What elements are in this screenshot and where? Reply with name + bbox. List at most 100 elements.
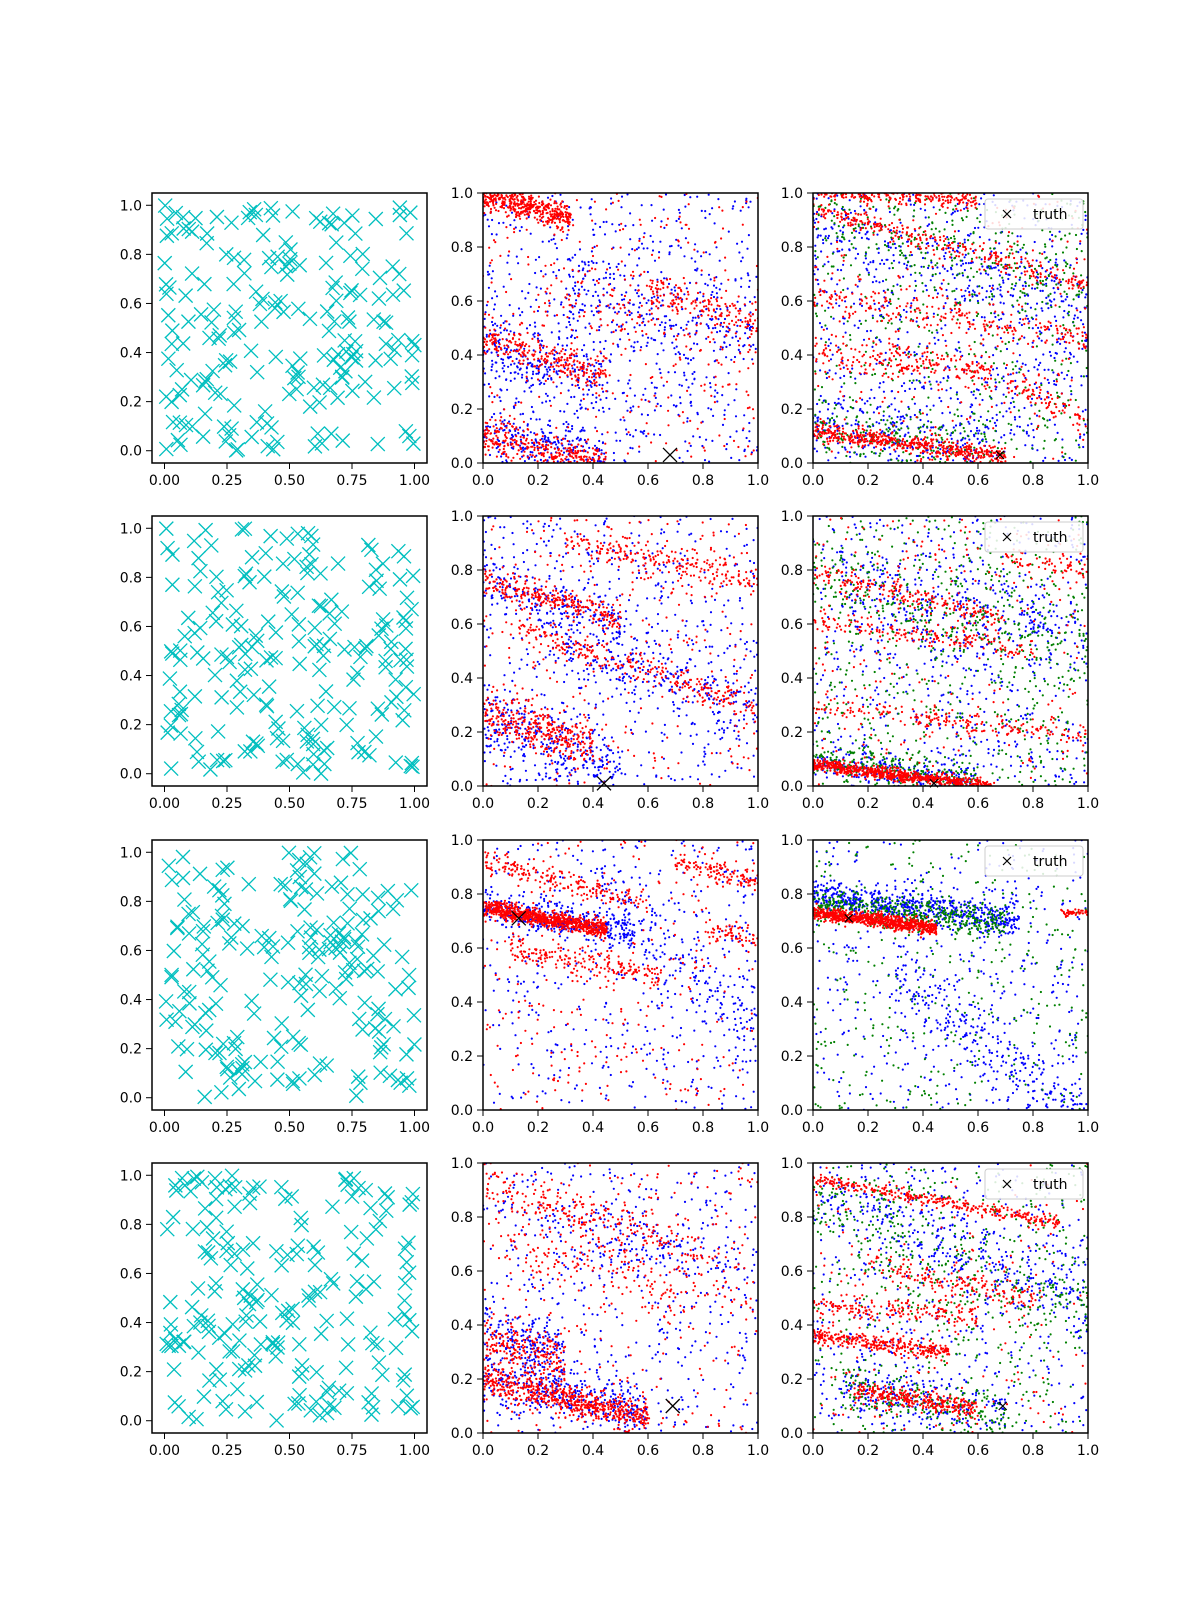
sample-marker [400, 660, 414, 674]
sample-marker [349, 1290, 363, 1304]
sample-marker [333, 991, 347, 1005]
y-tick-label: 1.0 [781, 186, 803, 202]
y-tick-label: 0.4 [120, 1316, 142, 1332]
sample-marker [218, 1182, 232, 1196]
sample-marker [345, 283, 359, 297]
sample-marker [292, 634, 306, 648]
sample-marker [226, 1317, 240, 1331]
x-tick-label: 0.8 [1022, 1443, 1044, 1459]
sample-marker [197, 277, 211, 291]
sample-marker [253, 297, 267, 311]
sample-marker [317, 639, 331, 653]
sample-marker [220, 650, 234, 664]
sample-marker [171, 433, 185, 447]
y-tick-label: 0.6 [120, 943, 142, 959]
y-tick-label: 1.0 [120, 521, 142, 537]
sample-marker [254, 315, 268, 329]
sample-marker [198, 1201, 212, 1215]
sample-marker [274, 1180, 288, 1194]
sample-marker [250, 415, 264, 429]
sample-marker [196, 651, 210, 665]
sample-marker [260, 653, 274, 667]
sample-marker [310, 886, 324, 900]
x-tick-label: 0.4 [582, 796, 604, 812]
axes-frame [813, 840, 1088, 1110]
sample-marker [329, 236, 343, 250]
sample-marker [245, 550, 259, 564]
sample-marker [406, 1187, 420, 1201]
x-tick-label: 1.0 [1077, 796, 1099, 812]
sample-marker [372, 1356, 386, 1370]
x-tick-label: 0.2 [857, 473, 879, 489]
sample-marker [337, 643, 351, 657]
sample-marker [158, 199, 172, 213]
x-tick-label: 0.8 [1022, 473, 1044, 489]
x-tick-label: 0.0 [802, 1120, 824, 1136]
sample-marker [352, 1012, 366, 1026]
sample-marker [395, 950, 409, 964]
sample-marker [248, 1074, 262, 1088]
y-tick-label: 0.8 [120, 247, 142, 263]
subplot-r1-c1: 0.00 0.25 0.50 0.75 1.000.00.20.40.60.81.0 [120, 193, 430, 489]
sample-marker [356, 247, 370, 261]
sample-marker [224, 1258, 238, 1272]
sample-marker [263, 973, 277, 987]
sample-marker [371, 702, 385, 716]
sample-marker [292, 853, 306, 867]
subplot-r2-c2: 0.0 0.2 0.4 0.6 0.8 1.00.00.20.40.60.81.0 [451, 509, 769, 812]
sample-marker [343, 249, 357, 263]
y-tick-label: 0.0 [120, 767, 142, 783]
sample-marker [291, 302, 305, 316]
y-tick-label: 0.4 [781, 671, 803, 687]
x-tick-label: 1.0 [747, 1443, 769, 1459]
sample-marker [389, 756, 403, 770]
sample-marker [192, 755, 206, 769]
x-tick-label: 0.2 [857, 1443, 879, 1459]
x-tick-label: 1.00 [399, 473, 430, 489]
sample-marker [203, 762, 217, 776]
sample-marker [186, 962, 200, 976]
sample-marker [392, 267, 406, 281]
sample-marker [399, 642, 413, 656]
x-tick-label: 0.4 [912, 1443, 934, 1459]
sample-marker [339, 1361, 353, 1375]
x-tick-label: 0.4 [582, 1120, 604, 1136]
sample-marker [211, 916, 225, 930]
sample-marker [341, 916, 355, 930]
x-tick-label: 0.4 [912, 1120, 934, 1136]
x-tick-label: 1.0 [747, 473, 769, 489]
legend: truth [985, 1169, 1083, 1199]
x-tick-label: 0.0 [472, 1120, 494, 1136]
series-blue-points [482, 193, 758, 464]
y-tick-label: 0.8 [781, 240, 803, 256]
sample-marker [161, 308, 175, 322]
sample-marker [302, 547, 316, 561]
sample-marker [290, 863, 304, 877]
sample-marker [379, 316, 393, 330]
sample-marker [235, 522, 249, 536]
sample-marker [164, 762, 178, 776]
sample-marker [353, 1076, 367, 1090]
axes-frame [483, 840, 758, 1110]
sample-marker [283, 892, 297, 906]
sample-marker [319, 684, 333, 698]
sample-marker [308, 621, 322, 635]
sample-marker [373, 271, 387, 285]
sample-marker [207, 303, 221, 317]
sample-marker [191, 1281, 205, 1295]
y-tick-label: 0.0 [451, 779, 473, 795]
sample-marker [327, 1401, 341, 1415]
sample-marker [166, 1210, 180, 1224]
sample-marker [254, 1055, 268, 1069]
sample-marker [160, 1222, 174, 1236]
sample-marker [247, 688, 261, 702]
sample-marker [372, 904, 386, 918]
sample-marker [275, 1016, 289, 1030]
sample-marker [279, 235, 293, 249]
sample-marker [216, 863, 230, 877]
sample-marker [223, 1179, 237, 1193]
scatter-layer [812, 839, 1089, 1111]
sample-marker [355, 1254, 369, 1268]
sample-marker [384, 635, 398, 649]
